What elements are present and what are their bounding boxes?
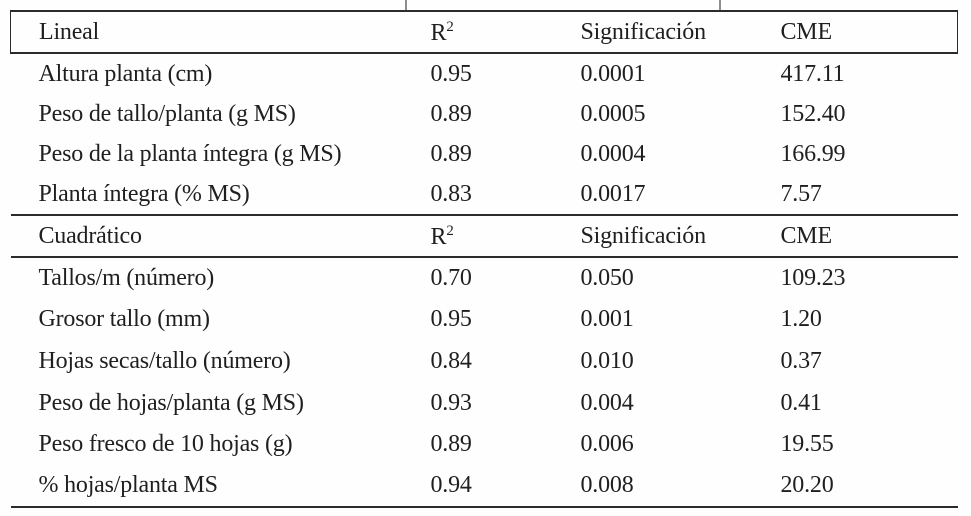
cell-r2: 0.93 (430, 389, 472, 416)
section-cuadratico: Cuadrático R2 Significación CME Tallos/m… (10, 214, 958, 508)
cell-significacion: 0.0004 (580, 141, 646, 168)
cell-r2: 0.89 (430, 141, 472, 168)
row-label: Peso de hojas/planta (g MS) (38, 389, 304, 416)
row-label: Altura planta (cm) (38, 60, 213, 87)
table-row: Peso de hojas/planta (g MS) 0.93 0.004 0… (11, 382, 958, 424)
section-header-row: Cuadrático R2 Significación CME (10, 214, 958, 258)
cell-significacion: 0.0005 (580, 100, 646, 127)
cell-r2: 0.95 (430, 306, 472, 333)
table-row: Peso de la planta íntegra (g MS) 0.89 0.… (11, 134, 958, 175)
regression-stats-table: Lineal R2 Significación CME Altura plant… (10, 10, 958, 508)
col-header-significacion: Significación (580, 10, 781, 54)
cell-significacion: 0.006 (580, 431, 634, 458)
cell-r2: 0.89 (430, 100, 472, 127)
cell-significacion: 0.050 (580, 265, 634, 292)
table-row: Planta íntegra (% MS) 0.83 0.0017 7.57 (11, 175, 958, 216)
table-row: Hojas secas/tallo (número) 0.84 0.010 0.… (11, 340, 958, 382)
section-title-cuadratico: Cuadrático (10, 214, 431, 258)
table-row: Grosor tallo (mm) 0.95 0.001 1.20 (11, 299, 958, 341)
cell-r2: 0.95 (430, 60, 472, 87)
cell-cme: 20.20 (780, 464, 958, 508)
row-label: Hojas secas/tallo (número) (38, 347, 291, 374)
row-label: Peso de la planta íntegra (g MS) (38, 141, 342, 168)
cell-significacion: 0.001 (580, 306, 634, 333)
col-header-cme: CME (780, 214, 958, 258)
row-label: Planta íntegra (% MS) (38, 181, 250, 208)
cell-cme: 19.55 (780, 431, 834, 458)
row-label: Tallos/m (número) (38, 265, 215, 292)
cell-cme: 152.40 (780, 100, 846, 127)
cell-significacion: 0.008 (580, 464, 781, 508)
col-header-r2: R2 (430, 214, 581, 258)
section-title-lineal: Lineal (10, 10, 431, 54)
table-row: Peso fresco de 10 hojas (g) 0.89 0.006 1… (11, 423, 958, 465)
cell-cme: 0.41 (780, 389, 822, 416)
row-label: Peso fresco de 10 hojas (g) (38, 431, 293, 458)
row-label: Grosor tallo (mm) (38, 306, 210, 333)
column-tick (719, 0, 721, 10)
row-label: Peso de tallo/planta (g MS) (38, 100, 296, 127)
cell-cme: 166.99 (780, 141, 846, 168)
cell-cme: 0.37 (780, 347, 822, 374)
col-header-cme: CME (780, 10, 958, 54)
cell-r2: 0.84 (430, 347, 472, 374)
table-row: % hojas/planta MS 0.94 0.008 20.20 (10, 464, 958, 508)
cell-r2: 0.70 (430, 265, 472, 292)
column-tick (405, 0, 407, 10)
table-row: Tallos/m (número) 0.70 0.050 109.23 (11, 257, 958, 299)
section-header-row: Lineal R2 Significación CME (10, 10, 958, 54)
cell-significacion: 0.0017 (580, 181, 646, 208)
cell-r2: 0.83 (430, 181, 472, 208)
cell-r2: 0.89 (430, 431, 472, 458)
cell-significacion: 0.0001 (580, 60, 646, 87)
row-label: % hojas/planta MS (10, 464, 431, 508)
table-row: Peso de tallo/planta (g MS) 0.89 0.0005 … (11, 94, 958, 135)
cell-significacion: 0.004 (580, 389, 634, 416)
cell-cme: 417.11 (780, 60, 845, 87)
cell-cme: 1.20 (780, 306, 822, 333)
cell-significacion: 0.010 (580, 347, 634, 374)
col-header-r2: R2 (430, 10, 581, 54)
col-header-significacion: Significación (580, 214, 781, 258)
table-row: Altura planta (cm) 0.95 0.0001 417.11 (11, 53, 958, 94)
cell-cme: 7.57 (780, 181, 822, 208)
section-lineal: Lineal R2 Significación CME Altura plant… (10, 10, 958, 216)
cell-cme: 109.23 (780, 265, 846, 292)
cell-r2: 0.94 (430, 464, 581, 508)
